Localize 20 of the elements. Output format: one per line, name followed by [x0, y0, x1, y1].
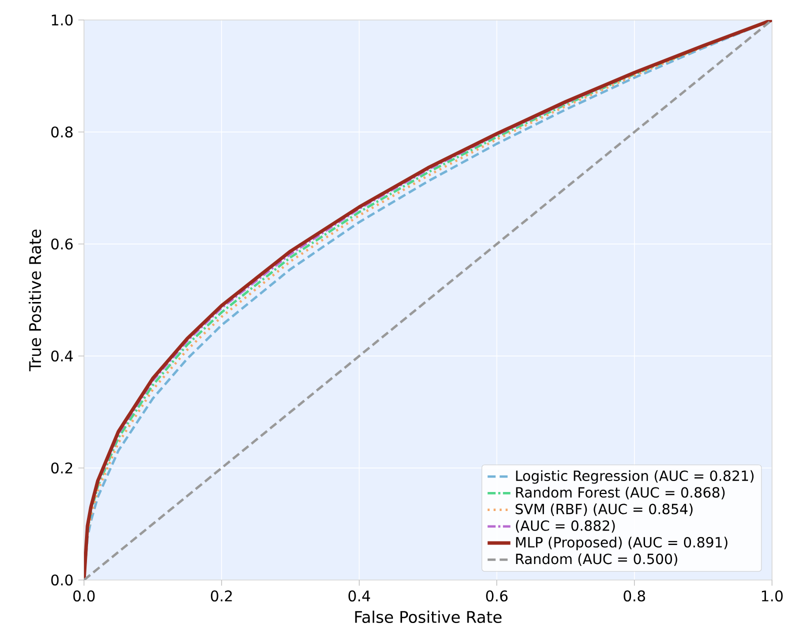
- legend-label: SVM (RBF) (AUC = 0.854): [516, 503, 693, 516]
- legend-label: Random (AUC = 0.500): [516, 553, 678, 566]
- y-tick-label: 0.8: [51, 126, 73, 138]
- y-tick-label: 0.6: [51, 238, 73, 250]
- y-tick-label: 1.0: [52, 14, 73, 26]
- x-tick-label: 0.4: [348, 590, 370, 602]
- x-axis-title: False Positive Rate: [355, 610, 502, 624]
- x-tick-label: 0.8: [624, 590, 646, 602]
- legend-label: (AUC = 0.882): [516, 520, 615, 533]
- y-tick-label: 0.0: [51, 574, 73, 586]
- legend-label: MLP (Proposed) (AUC = 0.891): [516, 536, 728, 550]
- x-tick-label: 0.0: [73, 590, 95, 602]
- x-tick-label: 0.2: [210, 590, 232, 602]
- y-axis-title: True Positive Rate: [28, 230, 42, 372]
- x-tick-label: 0.6: [486, 590, 508, 602]
- legend-label: Logistic Regression (AUC = 0.821): [516, 470, 754, 484]
- x-tick-label: 1.0: [762, 590, 783, 602]
- legend-label: Random Forest (AUC = 0.868): [516, 486, 725, 500]
- y-tick-label: 0.2: [51, 462, 72, 474]
- y-tick-label: 0.4: [51, 350, 73, 362]
